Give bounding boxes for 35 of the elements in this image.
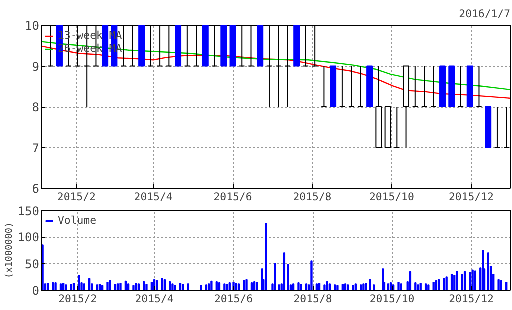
candlestick bbox=[421, 66, 428, 108]
x-tick-label: 2015/4 bbox=[135, 292, 174, 306]
x-tick-label: 2015/12 bbox=[449, 292, 494, 306]
candlestick bbox=[321, 66, 328, 108]
candlestick bbox=[394, 106, 400, 148]
x-tick-label: 2015/12 bbox=[448, 190, 494, 204]
candlestick bbox=[339, 66, 346, 108]
legend-label: Volume bbox=[58, 214, 96, 227]
candlestick bbox=[348, 66, 355, 108]
y-tick-label: 6 bbox=[32, 182, 40, 196]
x-tick-label: 2015/6 bbox=[214, 292, 254, 306]
x-tick-label: 2015/2 bbox=[57, 190, 96, 204]
candlestick bbox=[494, 106, 501, 148]
y-tick-label: 8 bbox=[32, 100, 40, 114]
y-tick-label: 7 bbox=[32, 141, 40, 156]
x-tick-label: 2015/2 bbox=[58, 292, 98, 306]
x-tick-label: 2015/8 bbox=[294, 292, 332, 306]
x-tick-label: 2015/10 bbox=[370, 292, 415, 306]
candlestick bbox=[476, 66, 482, 108]
x-tick-label: 2015/8 bbox=[293, 190, 332, 204]
text: 2016/1/7 bbox=[459, 8, 511, 20]
candlestick bbox=[358, 66, 364, 108]
x-tick-label: 2015/10 bbox=[369, 190, 414, 204]
candlestick bbox=[458, 66, 464, 108]
y-tick-label: 150 bbox=[18, 204, 40, 218]
candlestick bbox=[430, 66, 437, 108]
y-tick-label: 9 bbox=[32, 60, 40, 74]
candlestick bbox=[412, 66, 419, 108]
y-tick-label: 50 bbox=[25, 257, 40, 272]
y-axis-title: (x1000000) bbox=[4, 222, 15, 279]
y-tick-label: 0 bbox=[32, 284, 40, 298]
y-tick-label: 100 bbox=[18, 230, 40, 245]
x-tick-label: 2015/4 bbox=[134, 190, 173, 204]
y-tick-label: 10 bbox=[25, 19, 40, 33]
x-tick-label: 2015/6 bbox=[214, 190, 252, 204]
